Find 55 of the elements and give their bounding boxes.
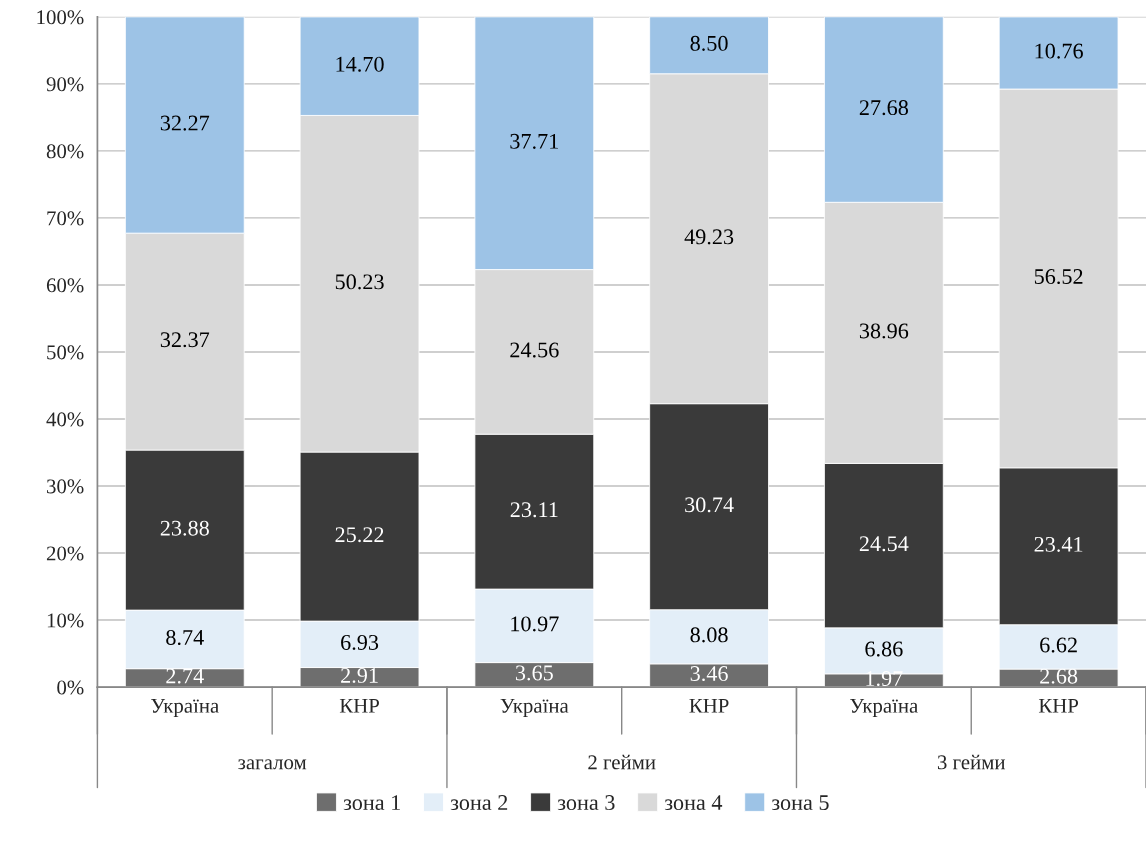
- data-label: 3.46: [690, 666, 728, 682]
- y-tick-label: 60%: [46, 278, 84, 293]
- x-tick-label: Україна: [151, 698, 219, 718]
- data-label: 6.93: [341, 634, 379, 650]
- data-label: 24.54: [859, 536, 909, 552]
- data-label: 2.68: [1040, 668, 1078, 684]
- data-label: 14.70: [336, 56, 384, 72]
- data-label: 6.86: [865, 641, 903, 657]
- data-label: 8.74: [166, 629, 204, 646]
- data-label: 30.74: [685, 497, 734, 513]
- data-label: 50.23: [335, 274, 384, 290]
- data-label: 2.74: [166, 668, 204, 684]
- x-tick-label: КНР: [339, 698, 379, 713]
- legend-label: зона 1: [343, 795, 400, 811]
- x-tick-label: КНР: [689, 698, 729, 713]
- text: загалом: [238, 759, 307, 770]
- y-tick-label: 100%: [37, 10, 84, 25]
- data-label: 32.27: [160, 115, 210, 131]
- data-label: 27.68: [859, 100, 909, 116]
- text: 2 гейми: [588, 754, 656, 770]
- legend-label: зона 5: [772, 795, 829, 811]
- text: 3 гейми: [937, 754, 1006, 770]
- y-tick-label: 90%: [46, 77, 84, 92]
- data-label: 10.97: [511, 616, 559, 632]
- data-label: 23.11: [510, 502, 558, 518]
- data-label: 49.23: [684, 229, 734, 245]
- data-label: 2.91: [341, 667, 378, 683]
- y-tick-label: 50%: [47, 345, 84, 360]
- data-label: 6.62: [1040, 637, 1077, 653]
- y-tick-label: 0%: [57, 680, 84, 695]
- data-label: 23.41: [1034, 536, 1083, 552]
- data-label: 3.65: [515, 665, 553, 681]
- legend-label: зона 4: [664, 795, 723, 811]
- y-tick-label: 30%: [47, 479, 84, 494]
- data-label: 32.37: [160, 332, 210, 348]
- data-label: 10.76: [1035, 43, 1083, 59]
- y-tick-label: 10%: [47, 613, 84, 628]
- x-tick-label: Україна: [850, 698, 919, 718]
- x-tick-label: Україна: [500, 698, 569, 718]
- data-label: 37.71: [510, 133, 558, 149]
- data-label: 24.56: [510, 342, 559, 358]
- data-label: 8.50: [690, 35, 728, 51]
- data-label: 25.22: [335, 527, 384, 543]
- y-tick-label: 20%: [46, 546, 84, 561]
- legend-label: зона 3: [557, 795, 615, 811]
- data-label: 1.97: [866, 671, 903, 687]
- data-label: 8.08: [690, 627, 728, 643]
- data-label: 23.88: [160, 520, 209, 536]
- data-label: 56.52: [1034, 269, 1083, 285]
- legend-label: зона 2: [450, 795, 508, 811]
- y-tick-label: 70%: [47, 211, 84, 226]
- data-label: 38.96: [859, 323, 909, 339]
- x-tick-label: КНР: [1038, 698, 1079, 713]
- y-tick-label: 40%: [46, 412, 84, 427]
- y-tick-label: 80%: [46, 144, 84, 159]
